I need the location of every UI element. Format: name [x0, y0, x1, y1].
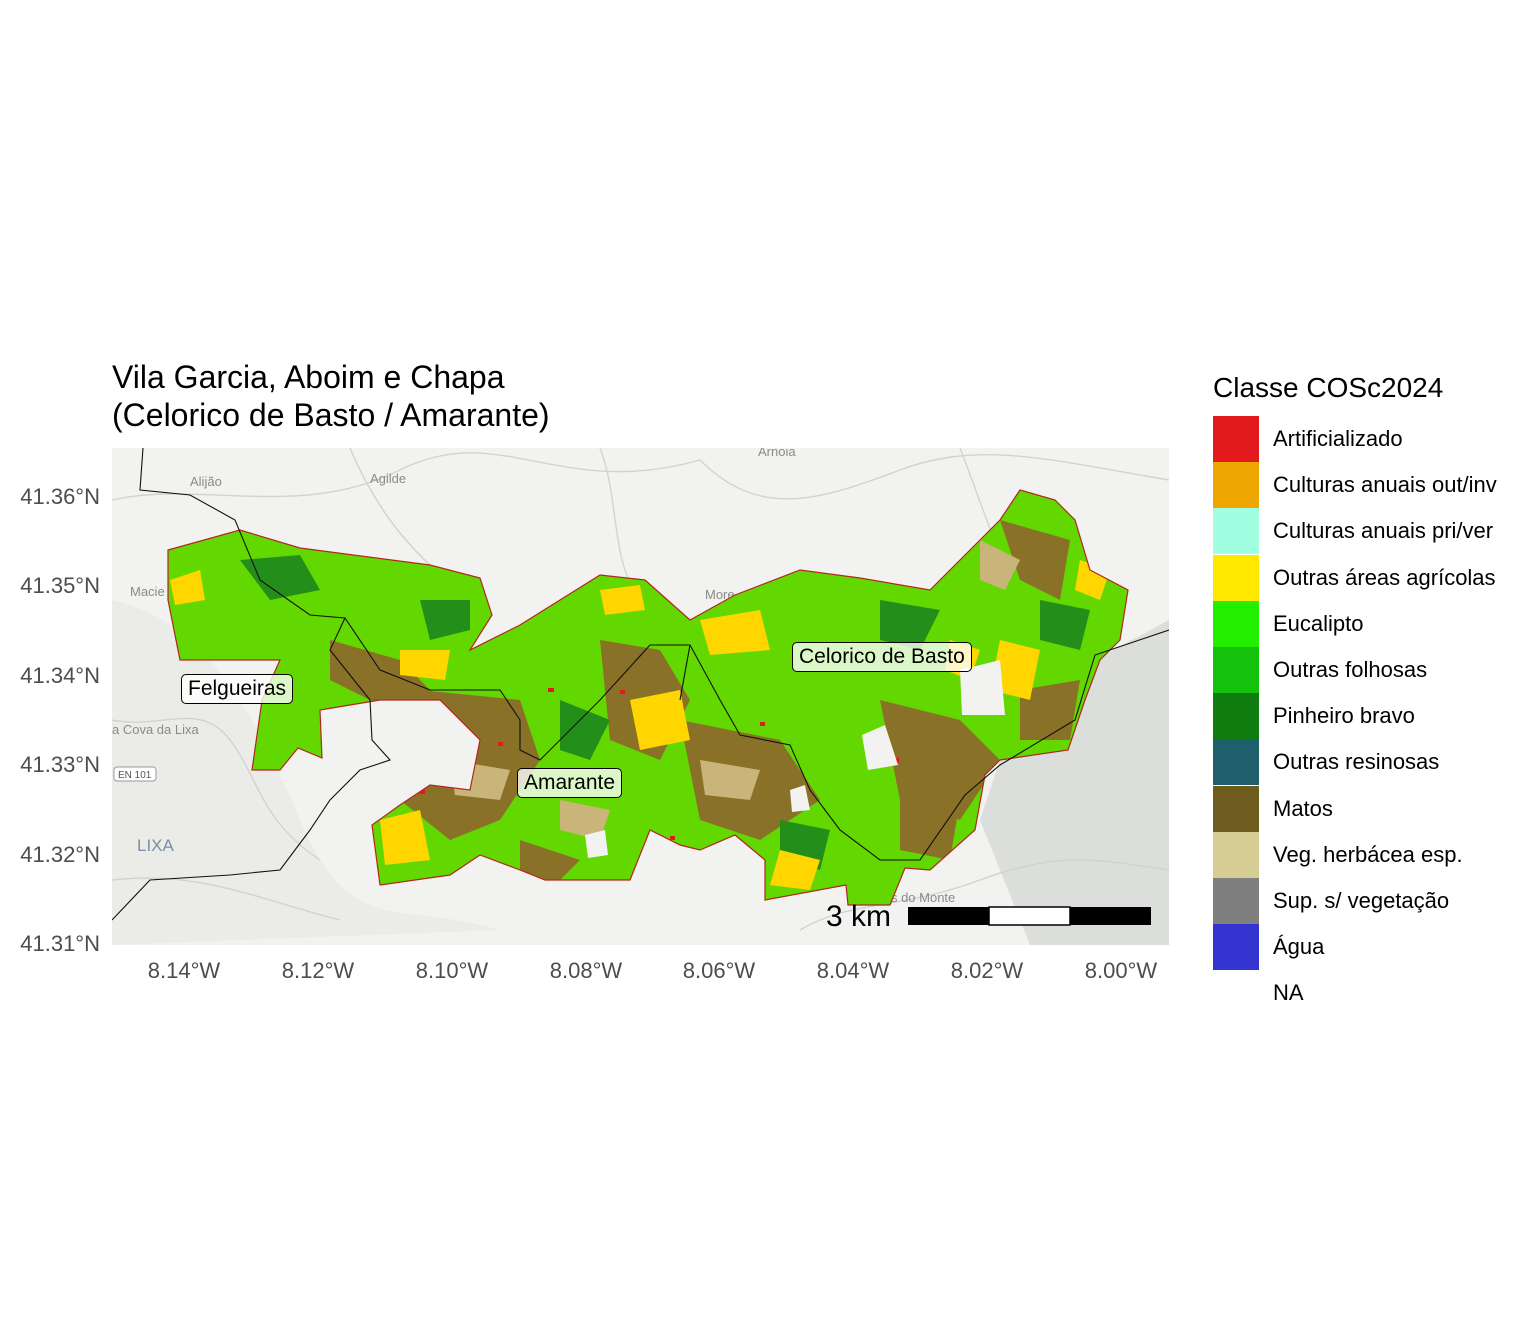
y-tick-41.36: 41.36°N [20, 484, 100, 509]
legend-swatch [1213, 646, 1259, 693]
scale-bar-label: 3 km [826, 900, 892, 933]
legend-title: Classe COSc2024 [1213, 372, 1444, 403]
basemap-label-agilde: Agilde [370, 471, 406, 486]
y-tick-41.31: 41.31°N [20, 931, 100, 956]
legend-swatch [1213, 970, 1259, 1017]
legend-label: Outras folhosas [1273, 656, 1428, 682]
x-tick-8.14: 8.14°W [147, 958, 221, 983]
basemap-roads [112, 448, 1169, 931]
legend-label: Culturas anuais pri/ver [1273, 518, 1494, 544]
legend-label: Artificializado [1273, 426, 1403, 451]
scale-bar [908, 906, 1151, 926]
legend-item: Artificializado [1213, 416, 1443, 462]
legend-item: Pinheiro bravo [1213, 693, 1443, 740]
legend-label: Sup. s/ vegetação [1273, 887, 1450, 913]
legend-item: Outras folhosas [1213, 646, 1443, 693]
legend-label: Pinheiro bravo [1273, 703, 1415, 729]
legend-label: Outras áreas agrícolas [1273, 564, 1496, 590]
y-tick-41.35: 41.35°N [20, 573, 100, 598]
place-label-celorico: Celorico de Basto [792, 642, 972, 672]
legend-item: Culturas anuais pri/ver [1213, 508, 1493, 555]
legend-item: Outras áreas agrícolas [1213, 554, 1496, 601]
place-label-felgueiras: Felgueiras [181, 674, 294, 704]
y-tick-41.32: 41.32°N [20, 842, 100, 867]
legend-label: Veg. herbácea esp. [1273, 841, 1463, 867]
legend-swatch [1213, 831, 1259, 878]
basemap-label-alijo: Alijão [190, 474, 222, 489]
legend-swatch [1213, 600, 1259, 647]
x-tick-8.02: 8.02°W [950, 958, 1024, 983]
x-tick-8.12: 8.12°W [281, 958, 355, 983]
basemap-label-moreira: More [705, 587, 735, 602]
legend-swatch [1213, 462, 1259, 509]
x-tick-8.08: 8.08°W [549, 958, 623, 983]
legend-label: Água [1273, 934, 1325, 960]
basemap-label-macieira: Macie [130, 584, 165, 599]
basemap-label-arnoia: Arnoia [758, 448, 796, 459]
land-cover-map: Alijão Agilde Arnoia Macie More a Cova d… [112, 448, 1169, 945]
legend-item: Outras resinosas [1213, 739, 1443, 786]
place-label-amarante: Amarante [517, 768, 623, 798]
legend-item: Água [1213, 924, 1443, 971]
road-shield-icon [113, 766, 157, 782]
basemap-label-cova-da-lixa: a Cova da Lixa [112, 722, 199, 737]
legend-swatch [1213, 785, 1259, 832]
y-tick-41.33: 41.33°N [20, 752, 100, 777]
legend-items: Artificializado Culturas anuais out/inv Cu… [1213, 416, 1497, 1017]
map-title-line1: Vila Garcia, Aboim e Chapa [112, 359, 505, 395]
legend-label: Matos [1273, 795, 1333, 821]
legend: Classe COSc2024 Artificializado Culturas … [1213, 372, 1497, 1017]
legend-swatch [1213, 693, 1259, 740]
map-title-line2: (Celorico de Basto / Amarante) [112, 397, 550, 433]
legend-swatch [1213, 739, 1259, 786]
legend-item: Eucalipto [1213, 600, 1443, 647]
basemap-label-en101: EN 101 [118, 770, 152, 781]
y-tick-41.34: 41.34°N [20, 663, 100, 688]
legend-label: Eucalipto [1273, 610, 1364, 636]
x-tick-8.10: 8.10°W [415, 958, 489, 983]
x-tick-8.06: 8.06°W [682, 958, 756, 983]
scale-bar-segment [1070, 907, 1151, 925]
legend-label: Outras resinosas [1273, 749, 1440, 775]
legend-item: Sup. s/ vegetação [1213, 877, 1449, 924]
legend-item: Veg. herbácea esp. [1213, 831, 1463, 878]
x-tick-8.00: 8.00°W [1084, 958, 1158, 983]
legend-swatch [1213, 554, 1259, 601]
municipality-boundaries [112, 448, 1169, 921]
basemap-label-lixa: LIXA [137, 836, 175, 855]
legend-swatch [1213, 877, 1259, 924]
map-title: Vila Garcia, Aboim e Chapa (Celorico de … [112, 358, 550, 434]
legend-item: NA [1213, 970, 1443, 1017]
map-panel[interactable]: Alijão Agilde Arnoia Macie More a Cova d… [112, 448, 1169, 945]
legend-swatch [1213, 924, 1259, 971]
x-tick-8.04: 8.04°W [816, 958, 890, 983]
legend-item: Matos [1213, 785, 1443, 832]
legend-label: NA [1273, 980, 1304, 1006]
scale-bar-segment [908, 907, 989, 925]
legend-swatch [1213, 508, 1259, 555]
scale-bar-segment [988, 906, 1071, 926]
parish-boundary [167, 489, 1129, 906]
legend-item: Culturas anuais out/inv [1213, 462, 1497, 509]
legend-swatch [1213, 416, 1259, 462]
legend-label: Culturas anuais out/inv [1273, 472, 1497, 498]
